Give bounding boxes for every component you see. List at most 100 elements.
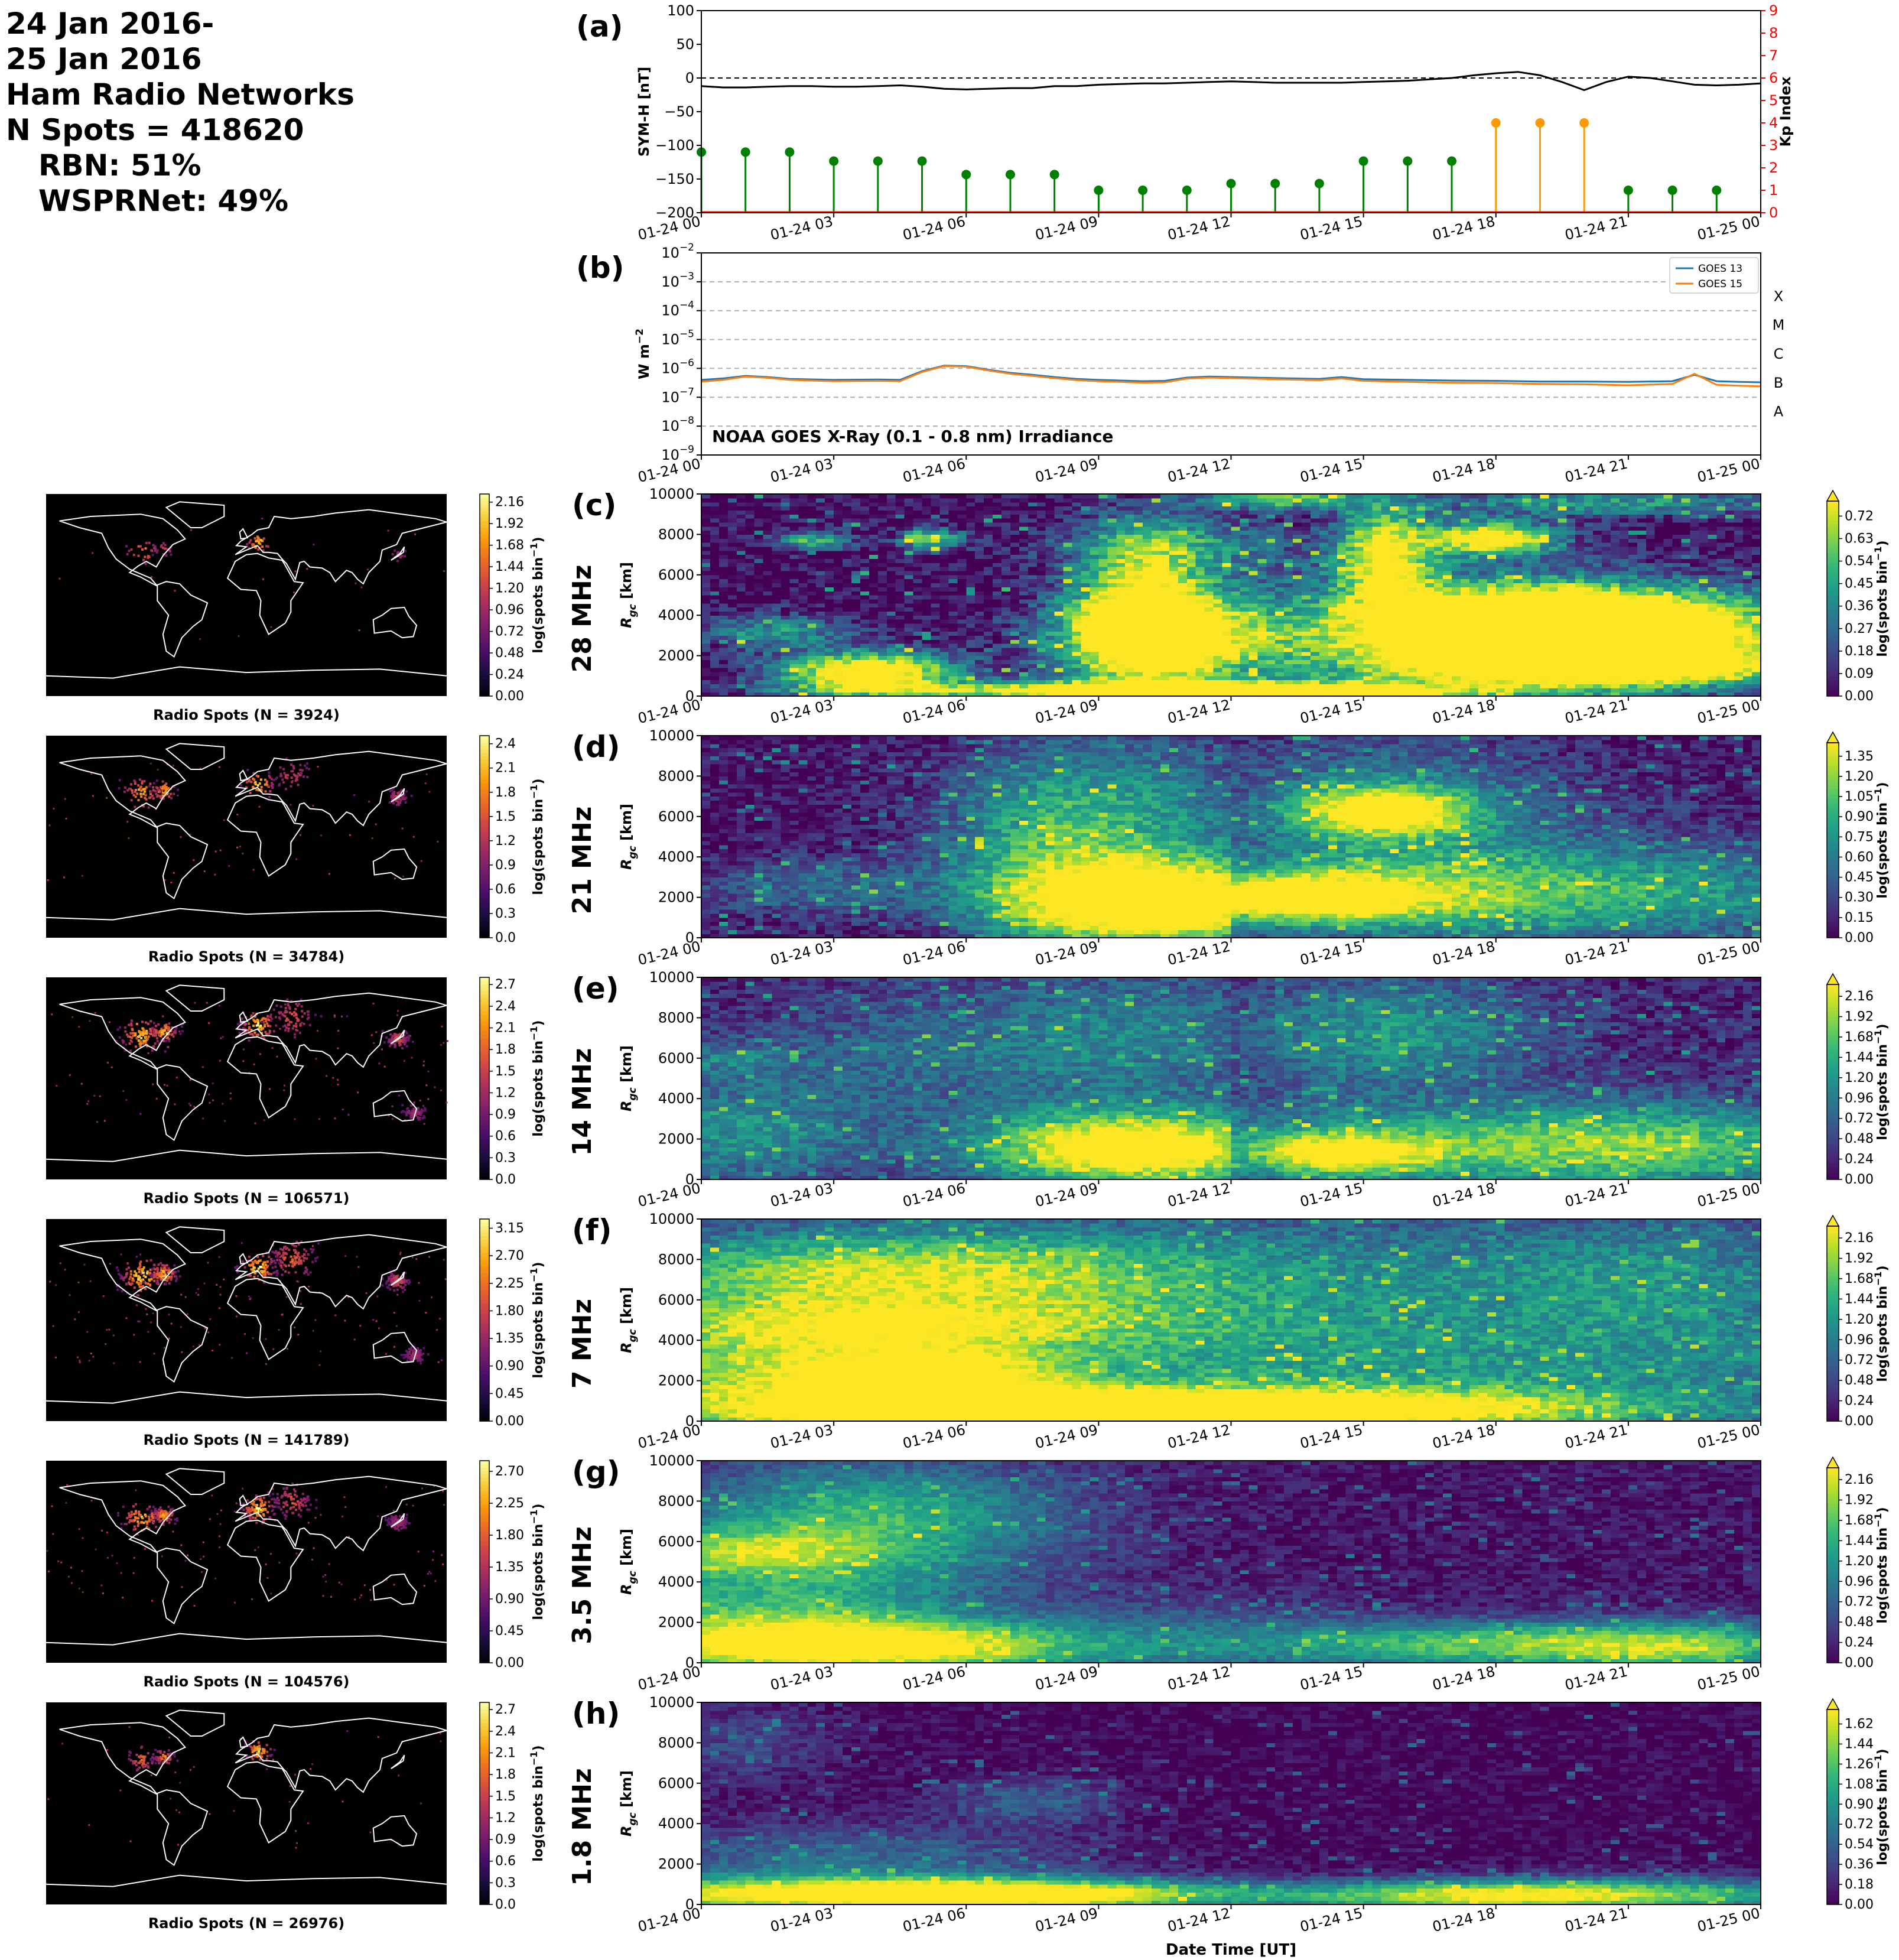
heatmap-cell <box>843 627 852 632</box>
heatmap-cell <box>1752 578 1761 584</box>
heatmap-cell <box>1690 675 1700 681</box>
heatmap-cell <box>1319 647 1329 652</box>
heatmap-cell <box>1125 671 1134 677</box>
heatmap-cell <box>860 643 870 648</box>
heatmap-cell <box>1716 607 1726 612</box>
heatmap-cell <box>1001 583 1011 587</box>
heatmap-cell <box>843 587 852 591</box>
heatmap-cell <box>1045 675 1055 681</box>
heatmap-cell <box>860 550 870 555</box>
heatmap-cell <box>1434 574 1443 580</box>
heatmap-cell <box>1425 574 1435 580</box>
heatmap-cell <box>922 587 932 591</box>
heatmap-cell <box>1566 587 1576 591</box>
heatmap-cell <box>710 623 720 628</box>
heatmap-cell <box>1284 688 1293 693</box>
heatmap-cell <box>1231 567 1241 571</box>
heatmap-cell <box>1460 599 1470 604</box>
heatmap-cell <box>1399 587 1408 591</box>
heatmap-cell <box>1628 574 1638 580</box>
heatmap-cell <box>1725 538 1735 543</box>
heatmap-cell <box>1557 538 1567 543</box>
heatmap-cell <box>1143 550 1152 555</box>
heatmap-cell <box>1186 631 1196 636</box>
heatmap-cell <box>1248 668 1258 672</box>
heatmap-cell <box>1284 570 1293 576</box>
heatmap-cell <box>1345 574 1355 580</box>
heatmap-cell <box>1513 534 1523 539</box>
heatmap-cell <box>886 542 896 547</box>
heatmap-cell <box>1001 615 1011 620</box>
heatmap-cell <box>904 611 914 616</box>
heatmap-cell <box>851 615 861 620</box>
heatmap-cell <box>1752 611 1761 616</box>
heatmap-cell <box>1478 546 1488 551</box>
heatmap-cell <box>1310 567 1320 571</box>
heatmap-cell <box>1460 546 1470 551</box>
heatmap-cell <box>1487 688 1497 693</box>
heatmap-cell <box>1231 688 1241 693</box>
heatmap-cell <box>1460 671 1470 677</box>
heatmap-cell <box>772 583 782 587</box>
heatmap-cell <box>1310 607 1320 612</box>
heatmap-cell <box>922 550 932 555</box>
heatmap-cell <box>1027 671 1038 677</box>
heatmap-cell <box>1019 668 1029 672</box>
heatmap-cell <box>736 655 746 661</box>
heatmap-cell <box>1293 583 1302 587</box>
heatmap-cell <box>763 578 773 584</box>
heatmap-cell <box>1231 692 1241 697</box>
heatmap-cell <box>763 680 773 685</box>
heatmap-cell <box>1593 647 1602 652</box>
heatmap-cell <box>1734 688 1744 693</box>
heatmap-cell <box>1540 534 1549 539</box>
heatmap-cell <box>1399 570 1408 576</box>
heatmap-cell <box>1672 675 1682 681</box>
heatmap-cell <box>1725 623 1735 628</box>
heatmap-cell <box>1240 639 1249 644</box>
heatmap-cell <box>1690 538 1700 543</box>
heatmap-cell <box>1372 599 1382 604</box>
heatmap-cell <box>710 671 720 677</box>
heatmap-cell <box>1681 554 1691 560</box>
heatmap-cell <box>1487 558 1497 563</box>
heatmap-cell <box>1019 631 1029 636</box>
heatmap-cell <box>1257 671 1267 677</box>
heatmap-cell <box>1743 635 1752 640</box>
heatmap-cell <box>984 587 993 591</box>
heatmap-cell <box>1134 643 1143 648</box>
heatmap-cell <box>1231 538 1241 543</box>
heatmap-cell <box>966 603 975 608</box>
heatmap-cell <box>1425 664 1435 668</box>
heatmap-cell <box>727 675 737 681</box>
heatmap-cell <box>1460 619 1470 624</box>
heatmap-cell <box>1248 546 1258 551</box>
heatmap-cell <box>701 567 711 571</box>
heatmap-cell <box>1708 675 1717 681</box>
heatmap-cell <box>1310 664 1320 668</box>
heatmap-cell <box>1319 675 1329 681</box>
heatmap-cell <box>1522 623 1532 628</box>
heatmap-cell <box>1540 659 1549 664</box>
heatmap-cell <box>1575 558 1585 563</box>
heatmap-cell <box>1240 534 1249 539</box>
heatmap-cell <box>1195 611 1205 616</box>
heatmap-cell <box>781 639 791 644</box>
heatmap-cell <box>1672 558 1682 563</box>
heatmap-cell <box>834 567 843 571</box>
heatmap-cell <box>727 567 737 571</box>
heatmap-cell <box>993 583 1002 587</box>
heatmap-cell <box>948 639 958 644</box>
heatmap-cell <box>1143 599 1152 604</box>
heatmap-cell <box>1637 587 1647 591</box>
heatmap-cell <box>1610 542 1620 547</box>
heatmap-cell <box>1522 684 1532 688</box>
heatmap-cell <box>1399 680 1408 685</box>
heatmap-cell <box>1257 631 1267 636</box>
heatmap-cell <box>825 664 834 668</box>
heatmap-cell <box>966 668 975 672</box>
heatmap-cell <box>1116 619 1126 624</box>
heatmap-cell <box>772 595 782 600</box>
heatmap-cell <box>1010 692 1020 697</box>
heatmap-cell <box>1752 558 1761 563</box>
